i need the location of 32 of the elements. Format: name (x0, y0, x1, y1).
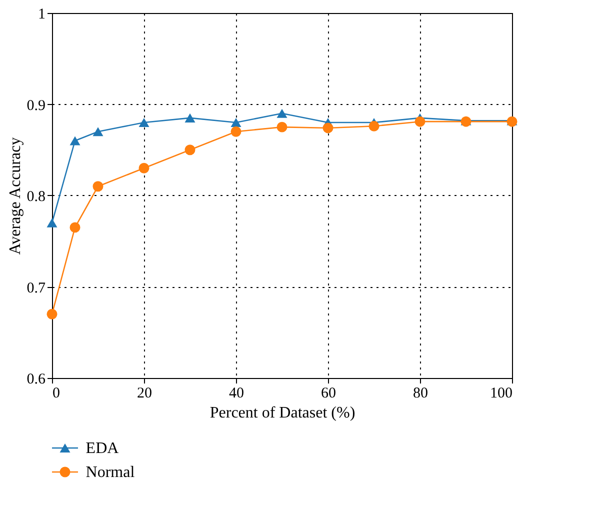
y-tick-label: 0.6 (26, 372, 46, 388)
point (46, 308, 58, 320)
x-tick-label: 20 (137, 386, 152, 402)
x-tick-label: 80 (413, 386, 428, 402)
point (138, 162, 150, 174)
y-tick-label: 0.8 (26, 189, 46, 205)
x-tick-label: 60 (321, 386, 336, 402)
point (414, 116, 426, 127)
point (184, 144, 196, 156)
point (138, 118, 150, 128)
point (92, 181, 104, 192)
point (322, 122, 334, 134)
point (230, 126, 242, 137)
x-tick-label: 40 (229, 386, 244, 402)
point (184, 113, 196, 122)
point (92, 127, 104, 136)
x-tick-label: 0 (52, 386, 60, 402)
point (70, 136, 80, 146)
point (70, 222, 80, 233)
point (46, 218, 58, 228)
y-tick-label: 1 (38, 6, 46, 22)
x-tick-label: 100 (490, 386, 512, 402)
legend-label: Normal (86, 464, 136, 481)
y-tick-label: 0.9 (26, 98, 46, 114)
x-axis-title: Percent of Dataset (%) (210, 404, 356, 422)
point (230, 118, 242, 128)
point (276, 108, 288, 118)
point (368, 120, 380, 132)
point (276, 122, 288, 132)
legend-label: EDA (86, 440, 120, 457)
y-axis-title: Average Accuracy (6, 137, 24, 255)
y-tick-label: 0.7 (26, 280, 46, 296)
